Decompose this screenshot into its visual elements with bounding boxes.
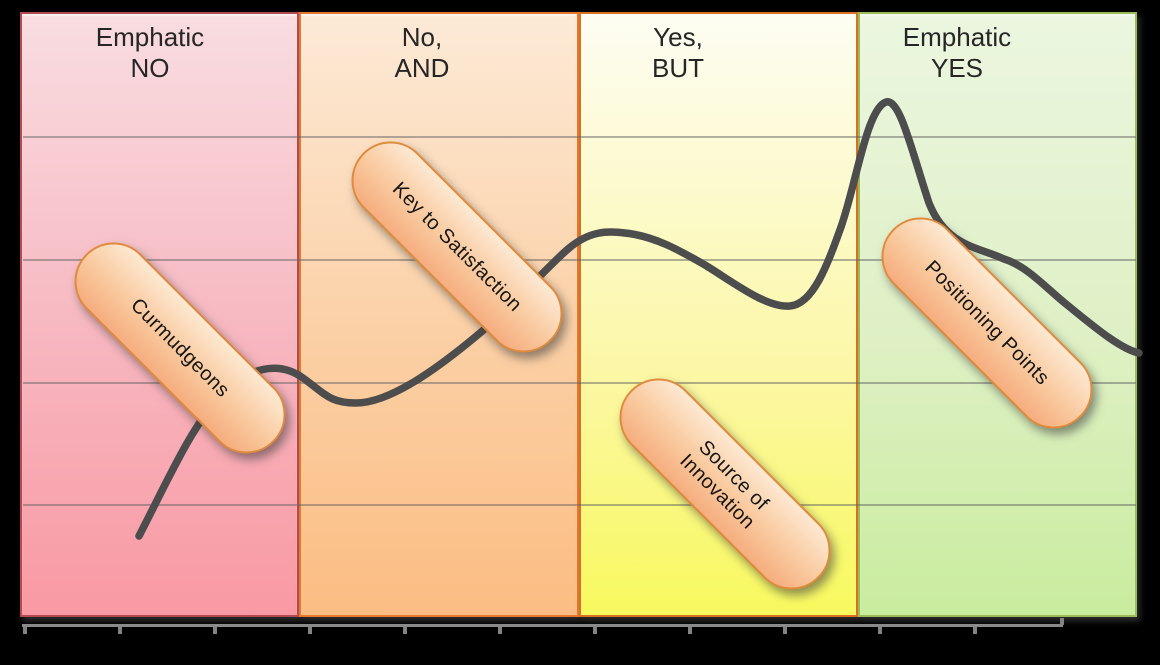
band-header-emphatic-no: Emphatic NO — [96, 22, 204, 84]
callout-key-to-satisfaction: Key to Satisfaction — [324, 125, 590, 369]
band-header-line: Emphatic — [902, 22, 1012, 52]
band-header-line: BUT — [652, 53, 704, 83]
x-axis-tick — [593, 627, 597, 634]
x-axis-tick — [498, 627, 502, 634]
band-header-line: NO — [130, 53, 170, 83]
x-axis-tick — [403, 627, 407, 634]
x-axis-tick — [23, 627, 27, 634]
band-header-yes-but: Yes, BUT — [652, 22, 704, 84]
x-axis-line — [22, 624, 1063, 627]
x-axis-tick — [308, 627, 312, 634]
gridline — [23, 504, 1136, 506]
band-header-line: Yes, — [653, 22, 703, 52]
x-axis-tick — [688, 627, 692, 634]
x-axis-tick — [783, 627, 787, 634]
x-axis-tick — [213, 627, 217, 634]
gridline — [23, 136, 1136, 138]
x-axis-tick — [118, 627, 122, 634]
callout-source-of-innovation: Source of Innovation — [592, 362, 858, 606]
band-header-line: YES — [930, 53, 984, 83]
band-header-emphatic-yes: Emphatic YES — [903, 22, 1011, 84]
band-header-line: Emphatic — [95, 22, 205, 52]
callout-label: Curmudgeons — [126, 293, 235, 402]
band-header-line: No, — [401, 22, 443, 52]
x-axis-end-tick — [1060, 618, 1064, 625]
x-axis-tick — [878, 627, 882, 634]
callout-curmudgeons: Curmudgeons — [47, 226, 313, 470]
band-header-no-and: No, AND — [395, 22, 450, 84]
x-axis-tick — [973, 627, 977, 634]
band-header-line: AND — [394, 53, 450, 83]
callout-positioning-points: Positioning Points — [854, 201, 1120, 445]
